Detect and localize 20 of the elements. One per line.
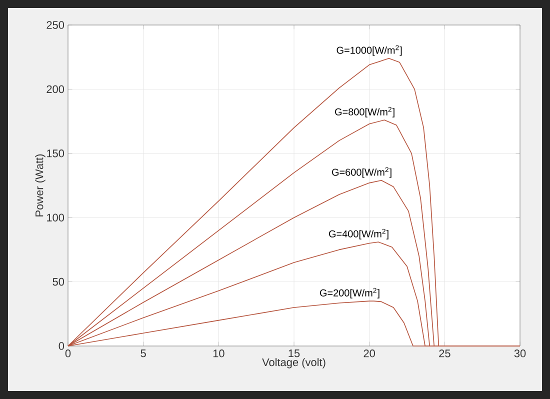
series-label: G=200[W/m$^{2}$]: [320, 288, 380, 298]
x-tick-label: 0: [65, 350, 71, 358]
series-label: G=400[W/m$^{2}$]: [329, 228, 388, 240]
x-tick-label: 30: [514, 350, 526, 358]
y-tick-label: 100: [47, 214, 64, 222]
series-label: G=800[W/m$^{2}$]: [335, 106, 394, 118]
y-tick-label: 0: [58, 342, 64, 350]
x-tick-label: 10: [213, 350, 224, 358]
y-tick-label: 200: [46, 85, 64, 94]
y-tick-label: 150: [47, 150, 64, 158]
x-tick-label: 15: [288, 350, 300, 358]
x-tick-label: 20: [364, 350, 375, 358]
y-axis-title: Power (Watt): [35, 154, 46, 216]
y-tick-label: 250: [46, 21, 64, 29]
x-tick-label: 25: [439, 350, 450, 358]
y-tick-label: 50: [52, 278, 64, 286]
x-tick-label: 5: [140, 350, 146, 358]
series-label: G=600[W/m$^{2}$]: [332, 167, 392, 178]
x-axis-title: Voltage (volt): [262, 358, 326, 368]
series-label: G=1000[W/m$^{2}$]: [336, 45, 402, 56]
